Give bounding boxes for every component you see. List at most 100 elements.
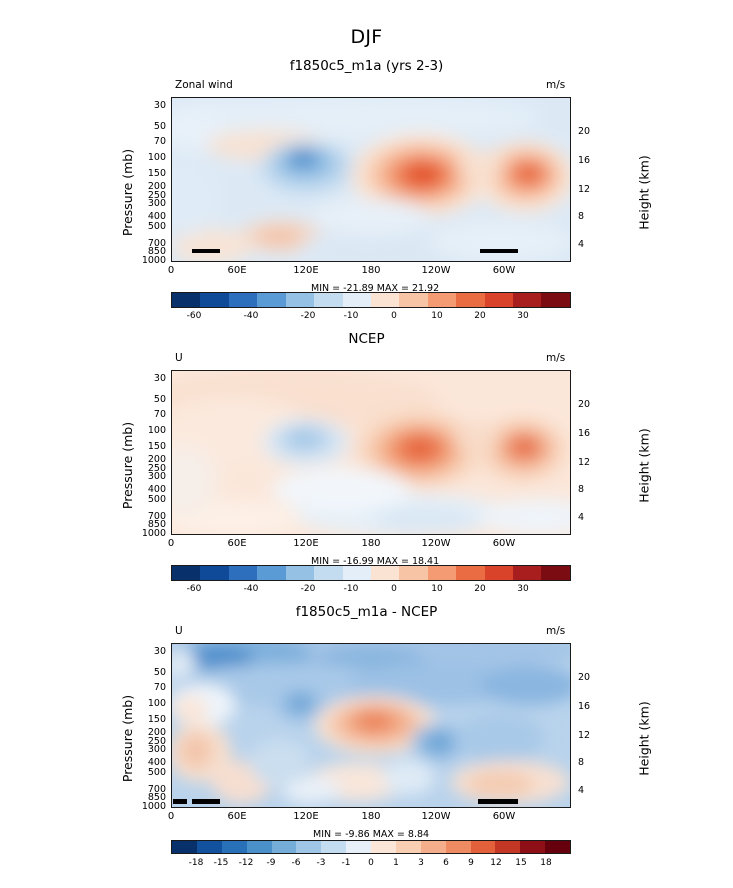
y-tick-obs-6: 250 [147,463,166,474]
colorbar-model [171,292,571,308]
colorbar-tick-model-6: 20 [474,311,486,321]
colorbar-tick-model-4: 0 [391,311,397,321]
y2-axis-label-model: Height (km) [636,155,652,230]
plot-area-obs [171,370,571,535]
y2-tick-model-2: 12 [578,184,591,195]
x-tick-diff-4: 120W [421,811,451,822]
y-tick-obs-10: 700 [147,511,166,522]
y-tick-obs-4: 150 [147,441,166,452]
colorbar-tick-diff-12: 12 [490,858,502,868]
y-tick-model-8: 400 [147,211,166,222]
minmax-label-diff: MIN = -9.86 MAX = 8.84 [313,829,430,840]
figure-title: DJF [350,26,383,48]
x-tick-obs-1: 60E [227,538,247,549]
y2-tick-model-1: 16 [578,155,591,166]
minmax-label-model: MIN = -21.89 MAX = 21.92 [311,283,440,294]
surface-mask-bar [192,249,220,253]
x-tick-diff-3: 180 [361,811,381,822]
y-tick-diff-9: 500 [147,767,166,778]
x-tick-diff-1: 60E [227,811,247,822]
y-tick-obs-1: 50 [153,394,166,405]
colorbar-tick-diff-4: -6 [291,858,301,868]
x-tick-diff-2: 120E [293,811,319,822]
colorbar-tick-diff-10: 6 [443,858,449,868]
panel-units-model: m/s [546,79,566,91]
y-tick-diff-12: 1000 [141,801,166,812]
y-tick-diff-4: 150 [147,714,166,725]
surface-mask-bar [173,799,187,804]
surface-mask-bar [192,799,220,804]
colorbar-tick-obs-0: -60 [186,584,202,594]
plot-area-model [171,97,571,262]
colorbar-tick-diff-3: -9 [266,858,276,868]
y2-tick-model-3: 8 [578,211,585,222]
colorbar-tick-model-7: 30 [517,311,529,321]
colorbar-tick-diff-0: -18 [188,858,204,868]
x-tick-model-5: 60W [492,265,516,276]
colorbar-tick-model-1: -40 [243,311,259,321]
y2-tick-obs-3: 8 [578,484,585,495]
y-tick-obs-12: 1000 [141,528,166,539]
colorbar-tick-obs-1: -40 [243,584,259,594]
panel-units-obs: m/s [546,352,566,364]
y-tick-model-11: 850 [147,246,166,257]
y2-axis-label-diff: Height (km) [636,701,652,776]
y-tick-diff-8: 400 [147,757,166,768]
y-tick-obs-7: 300 [147,471,166,482]
y-tick-model-5: 200 [147,181,166,192]
panel-obs: NCEP U m/s Pressure (mb) Height (km) [0,273,733,613]
y-tick-model-9: 500 [147,221,166,232]
minmax-label-obs: MIN = -16.99 MAX = 18.41 [311,556,440,567]
colorbar-tick-diff-14: 18 [540,858,552,868]
x-tick-obs-0: 0 [167,538,175,549]
colorbar-tick-obs-4: 0 [391,584,397,594]
x-tick-model-3: 180 [361,265,381,276]
y2-tick-diff-1: 16 [578,701,591,712]
y-tick-diff-11: 850 [147,792,166,803]
y-tick-diff-5: 200 [147,727,166,738]
panel-title-obs: NCEP [348,331,385,347]
y2-tick-obs-4: 4 [578,512,585,523]
panel-model: f1850c5_m1a (yrs 2-3) Zonal wind m/s Pre… [0,0,733,340]
y-tick-obs-2: 70 [153,409,166,420]
colorbar-tick-model-0: -60 [186,311,202,321]
panel-corner-label-diff: U [175,625,183,637]
colorbar-tick-obs-6: 20 [474,584,486,594]
panel-title-model: f1850c5_m1a (yrs 2-3) [289,58,444,74]
x-tick-obs-3: 180 [361,538,381,549]
y-tick-obs-11: 850 [147,519,166,530]
y2-axis-label-obs: Height (km) [636,428,652,503]
y2-tick-model-4: 4 [578,239,585,250]
colorbar-diff [171,840,571,854]
surface-mask-bar [480,249,518,253]
colorbar-tick-diff-5: -3 [316,858,326,868]
x-tick-model-4: 120W [421,265,451,276]
y-tick-diff-6: 250 [147,736,166,747]
y2-tick-diff-0: 20 [578,672,591,683]
colorbar-tick-diff-6: -1 [341,858,351,868]
x-tick-model-0: 0 [167,265,175,276]
y-tick-model-1: 50 [153,121,166,132]
y-tick-diff-0: 30 [153,646,166,657]
x-tick-model-1: 60E [227,265,247,276]
y-tick-model-3: 100 [147,152,166,163]
x-tick-model-2: 120E [293,265,319,276]
colorbar-tick-diff-9: 3 [418,858,424,868]
colorbar-tick-diff-1: -15 [213,858,229,868]
plot-area-diff [171,643,571,808]
colorbar-tick-model-2: -20 [300,311,316,321]
y-tick-diff-1: 50 [153,667,166,678]
colorbar-tick-diff-7: 0 [368,858,374,868]
y2-tick-diff-3: 8 [578,757,585,768]
x-tick-obs-2: 120E [293,538,319,549]
colorbar-tick-obs-2: -20 [300,584,316,594]
y-tick-model-4: 150 [147,168,166,179]
panel-units-diff: m/s [546,625,566,637]
x-tick-diff-5: 60W [492,811,516,822]
panel-title-diff: f1850c5_m1a - NCEP [295,604,438,620]
colorbar-obs [171,565,571,581]
colorbar-tick-obs-5: 10 [431,584,443,594]
y-tick-diff-3: 100 [147,698,166,709]
x-tick-obs-4: 120W [421,538,451,549]
colorbar-tick-diff-13: 15 [515,858,527,868]
